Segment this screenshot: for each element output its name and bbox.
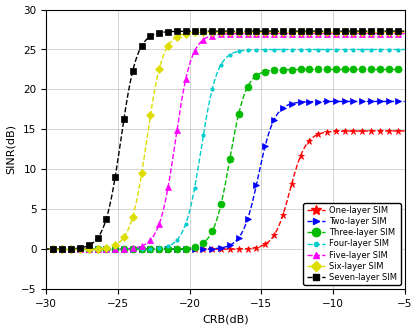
Y-axis label: SINR(dB): SINR(dB): [5, 124, 15, 174]
X-axis label: CRB(dB): CRB(dB): [202, 314, 249, 324]
Legend: One-layer SIM, Two-layer SIM, Three-layer SIM, Four-layer SIM, Five-layer SIM, S: One-layer SIM, Two-layer SIM, Three-laye…: [303, 203, 400, 285]
